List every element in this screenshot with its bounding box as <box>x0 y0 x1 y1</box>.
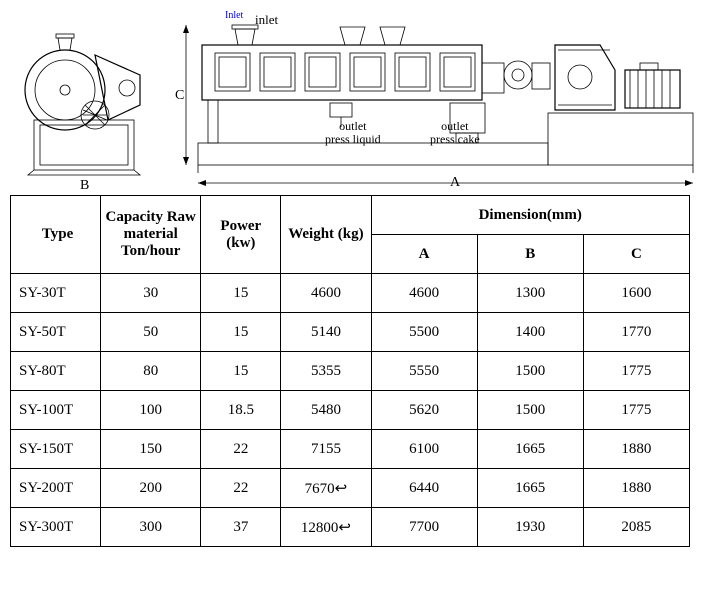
table-cell: 1665 <box>477 469 583 508</box>
col-dim-a: A <box>371 235 477 274</box>
col-weight: Weight (kg) <box>281 196 371 274</box>
table-cell: SY-150T <box>11 430 101 469</box>
col-dim-c: C <box>583 235 689 274</box>
table-cell: 1500 <box>477 391 583 430</box>
table-row: SY-300T3003712800↩770019302085 <box>11 508 690 547</box>
dim-a-label: A <box>450 175 460 191</box>
table-cell: 15 <box>201 274 281 313</box>
table-cell: 22 <box>201 430 281 469</box>
table-cell: SY-80T <box>11 352 101 391</box>
table-cell: 1300 <box>477 274 583 313</box>
table-cell: 1770 <box>583 313 689 352</box>
table-row: SY-200T200227670↩644016651880 <box>11 469 690 508</box>
table-cell: 7155 <box>281 430 371 469</box>
side-view-drawing <box>180 15 700 190</box>
table-cell: SY-200T <box>11 469 101 508</box>
table-cell: 200 <box>101 469 201 508</box>
table-cell: 12800↩ <box>281 508 371 547</box>
col-type: Type <box>11 196 101 274</box>
technical-diagram: B <box>10 10 690 195</box>
table-cell: 1775 <box>583 352 689 391</box>
table-cell: 6100 <box>371 430 477 469</box>
table-row: SY-150T150227155610016651880 <box>11 430 690 469</box>
table-cell: 5550 <box>371 352 477 391</box>
table-cell: SY-50T <box>11 313 101 352</box>
table-cell: 4600 <box>281 274 371 313</box>
inlet-blue-label: Inlet <box>225 10 243 21</box>
table-cell: 100 <box>101 391 201 430</box>
table-cell: 1600 <box>583 274 689 313</box>
spec-table: Type Capacity Raw material Ton/hour Powe… <box>10 195 690 547</box>
table-cell: 2085 <box>583 508 689 547</box>
table-cell: 1775 <box>583 391 689 430</box>
table-cell: 5620 <box>371 391 477 430</box>
inlet-label: inlet <box>255 12 278 28</box>
table-cell: 6440 <box>371 469 477 508</box>
table-cell: 5500 <box>371 313 477 352</box>
table-cell: 7670↩ <box>281 469 371 508</box>
table-cell: 15 <box>201 313 281 352</box>
table-cell: 1880 <box>583 469 689 508</box>
table-row: SY-80T80155355555015001775 <box>11 352 690 391</box>
table-cell: 1665 <box>477 430 583 469</box>
table-cell: 1930 <box>477 508 583 547</box>
table-cell: 30 <box>101 274 201 313</box>
table-cell: 5140 <box>281 313 371 352</box>
table-cell: 150 <box>101 430 201 469</box>
table-cell: SY-300T <box>11 508 101 547</box>
table-cell: SY-100T <box>11 391 101 430</box>
col-power: Power (kw) <box>201 196 281 274</box>
outlet-cake-label: outlet press cake <box>430 120 480 146</box>
end-view-drawing <box>10 20 160 180</box>
table-cell: 1400 <box>477 313 583 352</box>
table-cell: 80 <box>101 352 201 391</box>
dim-b-label: B <box>80 178 89 194</box>
table-row: SY-30T30154600460013001600 <box>11 274 690 313</box>
table-row: SY-100T10018.55480562015001775 <box>11 391 690 430</box>
table-cell: 1500 <box>477 352 583 391</box>
table-cell: 37 <box>201 508 281 547</box>
table-cell: 5355 <box>281 352 371 391</box>
dim-c-label: C <box>175 88 184 104</box>
table-cell: 22 <box>201 469 281 508</box>
table-header-row: Type Capacity Raw material Ton/hour Powe… <box>11 196 690 235</box>
table-cell: 5480 <box>281 391 371 430</box>
table-cell: 4600 <box>371 274 477 313</box>
table-cell: 50 <box>101 313 201 352</box>
outlet-liquid-label: outlet press liquid <box>325 120 381 146</box>
table-cell: 300 <box>101 508 201 547</box>
col-dim-b: B <box>477 235 583 274</box>
table-cell: 1880 <box>583 430 689 469</box>
table-cell: 15 <box>201 352 281 391</box>
table-cell: SY-30T <box>11 274 101 313</box>
col-dimension: Dimension(mm) <box>371 196 690 235</box>
col-capacity: Capacity Raw material Ton/hour <box>101 196 201 274</box>
table-row: SY-50T50155140550014001770 <box>11 313 690 352</box>
table-cell: 7700 <box>371 508 477 547</box>
table-cell: 18.5 <box>201 391 281 430</box>
